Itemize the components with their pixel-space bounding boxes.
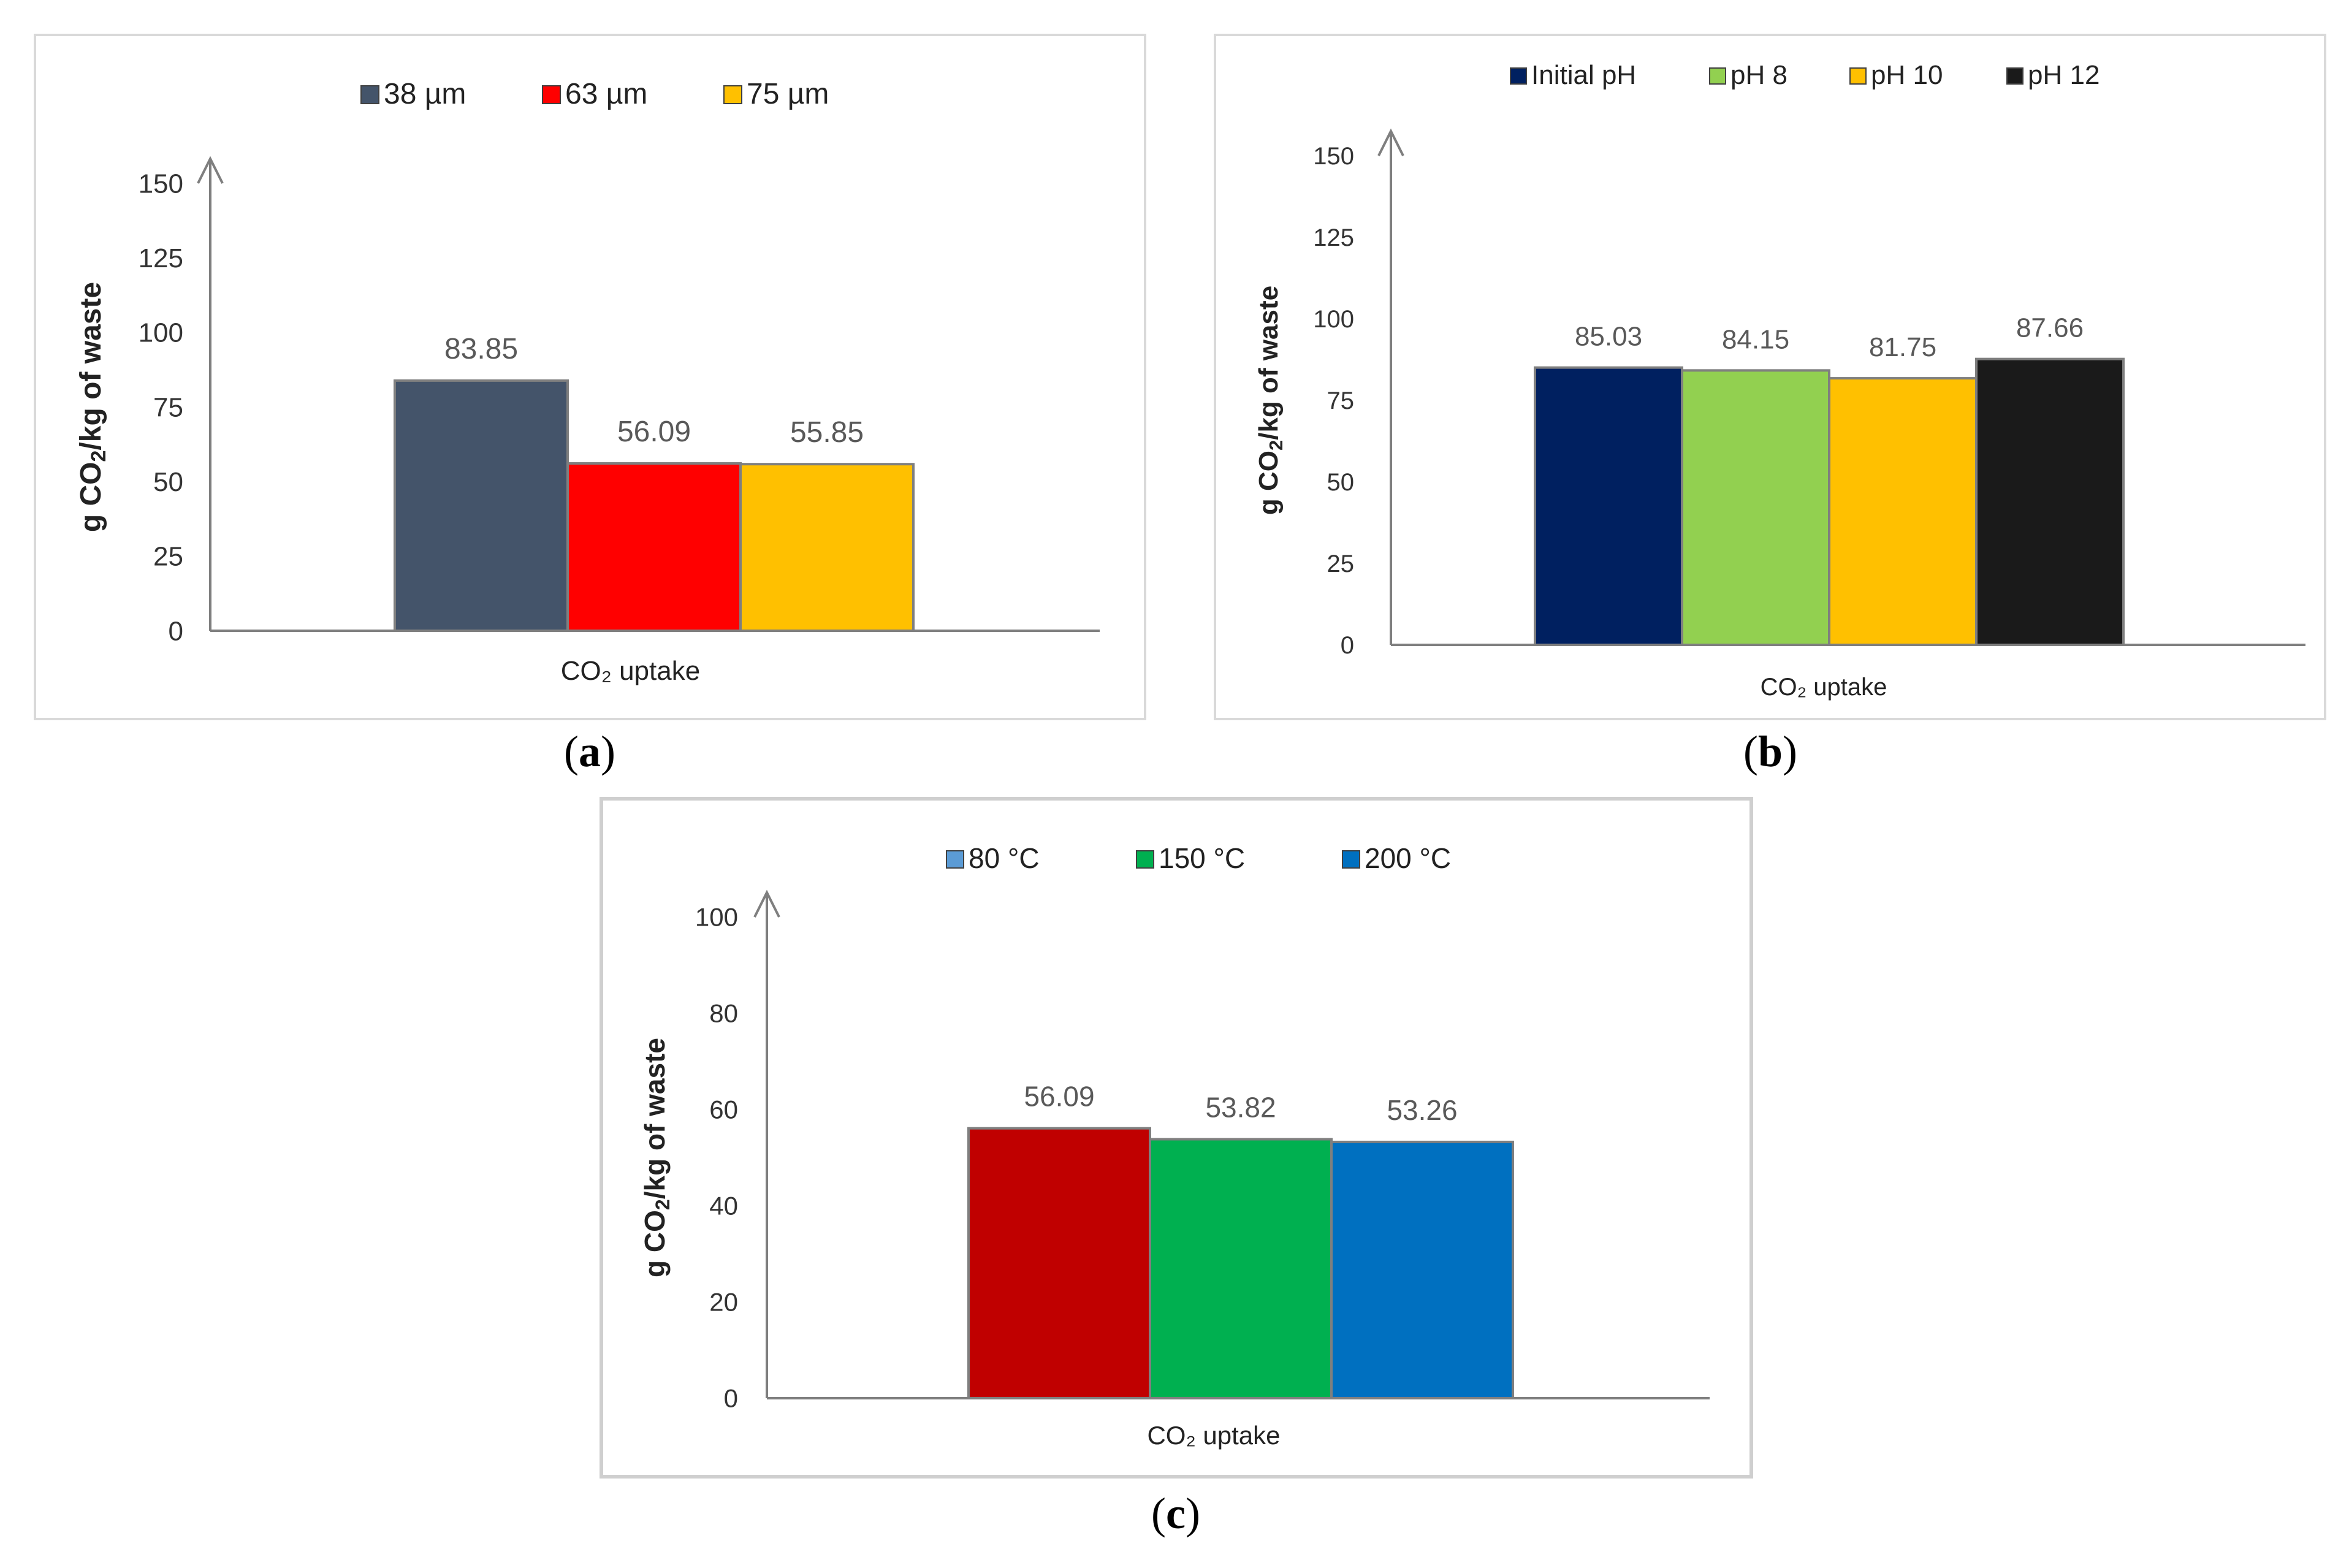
legend-swatch-2 (1709, 67, 1726, 85)
y-tick-label: 75 (153, 392, 183, 422)
bar-2 (1681, 369, 1830, 647)
y-tick-label: 80 (709, 999, 738, 1028)
y-tick-label: 125 (139, 243, 183, 273)
bar-chart-a: 38 µm 63 µm 75 µm 0 25 50 75 100 125 150 83.85 56.0… (75, 78, 1100, 686)
y-tick-label: 50 (153, 467, 183, 497)
y-tick-label: 150 (139, 169, 183, 199)
y-tick-label: 0 (169, 616, 183, 646)
y-tick-label: 50 (1327, 469, 1355, 496)
legend-label-2: 150 °C (1159, 842, 1245, 874)
legend-swatch-2 (1136, 850, 1154, 869)
x-axis-label: CO₂ uptake (1761, 674, 1887, 701)
data-label-2: 84.15 (1722, 324, 1789, 354)
y-axis-arrow-icon (197, 156, 224, 184)
y-tick-label: 25 (1327, 550, 1355, 577)
y-axis-label: g CO2/kg of waste (75, 282, 110, 532)
data-label-1: 85.03 (1575, 322, 1642, 352)
legend-swatch-3 (723, 85, 742, 104)
bar-3 (739, 463, 915, 632)
x-axis-label: CO₂ uptake (1147, 1421, 1280, 1450)
legend-label-1: 38 µm (384, 78, 466, 110)
data-label-2: 53.82 (1205, 1092, 1276, 1124)
legend-label-3: 75 µm (747, 78, 829, 110)
data-label-1: 83.85 (444, 333, 518, 365)
bar-1 (394, 379, 569, 632)
legend-swatch-3 (1342, 850, 1360, 869)
legend-label-1: 80 °C (969, 842, 1040, 874)
caption-a: (a) (564, 727, 615, 776)
legend-swatch-2 (542, 85, 561, 104)
y-axis-label: g CO2/kg of waste (1254, 286, 1287, 515)
y-tick-label: 60 (709, 1095, 738, 1124)
y-tick-label: 75 (1327, 387, 1355, 414)
legend-label-3: pH 10 (1871, 60, 1943, 90)
y-tick-label: 40 (709, 1192, 738, 1220)
y-tick-label: 100 (1313, 306, 1354, 333)
bar-3 (1828, 377, 1978, 647)
y-tick-label: 100 (139, 318, 183, 348)
legend-label-2: pH 8 (1730, 60, 1787, 90)
bar-2 (1149, 1138, 1333, 1399)
y-tick-label: 0 (724, 1384, 738, 1413)
y-axis-label: g CO2/kg of waste (639, 1038, 674, 1277)
caption-b: (b) (1743, 727, 1798, 776)
bar-3 (1330, 1140, 1514, 1399)
y-tick-label: 0 (1341, 632, 1354, 659)
y-tick-label: 100 (695, 903, 738, 932)
data-label-4: 87.66 (2016, 313, 2084, 343)
bar-chart-c: 80 °C 150 °C 200 °C 0 20 40 60 80 100 56.09 53.82 5… (639, 842, 1710, 1450)
y-tick-label: 150 (1313, 143, 1354, 170)
bar-2 (566, 462, 742, 633)
y-axis-arrow-icon (1377, 128, 1404, 156)
data-label-1: 56.09 (1024, 1081, 1094, 1113)
legend-swatch-1 (946, 850, 964, 869)
legend-swatch-1 (1510, 67, 1527, 85)
y-tick-label: 20 (709, 1288, 738, 1317)
legend-label-4: pH 12 (2028, 60, 2100, 90)
legend-label-3: 200 °C (1365, 842, 1451, 874)
bar-4 (1975, 357, 2125, 646)
bar-chart-b: Initial pH pH 8 pH 10 pH 12 0 25 50 75 100 125 150… (1254, 60, 2305, 701)
chart-panel-a: 38 µm 63 µm 75 µm 0 25 50 75 100 125 150 83.85 56.0… (34, 34, 1146, 720)
bar-1 (967, 1127, 1151, 1399)
data-label-3: 53.26 (1387, 1094, 1457, 1126)
chart-panel-c: 80 °C 150 °C 200 °C 0 20 40 60 80 100 56.09 53.82 5… (600, 797, 1753, 1479)
legend-swatch-4 (2006, 67, 2023, 85)
caption-c: (c) (1151, 1489, 1200, 1538)
data-label-3: 55.85 (790, 416, 864, 449)
y-axis-arrow-icon (753, 889, 780, 918)
chart-panel-b: Initial pH pH 8 pH 10 pH 12 0 25 50 75 100 125 150… (1214, 34, 2326, 720)
data-label-3: 81.75 (1869, 332, 1936, 362)
legend-label-2: 63 µm (565, 78, 647, 110)
legend-swatch-3 (1849, 67, 1867, 85)
x-axis-label: CO₂ uptake (561, 656, 700, 686)
y-tick-label: 25 (153, 542, 183, 572)
bar-1 (1534, 366, 1683, 646)
legend-label-1: Initial pH (1531, 60, 1636, 90)
legend-swatch-1 (360, 85, 379, 104)
y-tick-label: 125 (1313, 224, 1354, 251)
data-label-2: 56.09 (617, 416, 691, 448)
